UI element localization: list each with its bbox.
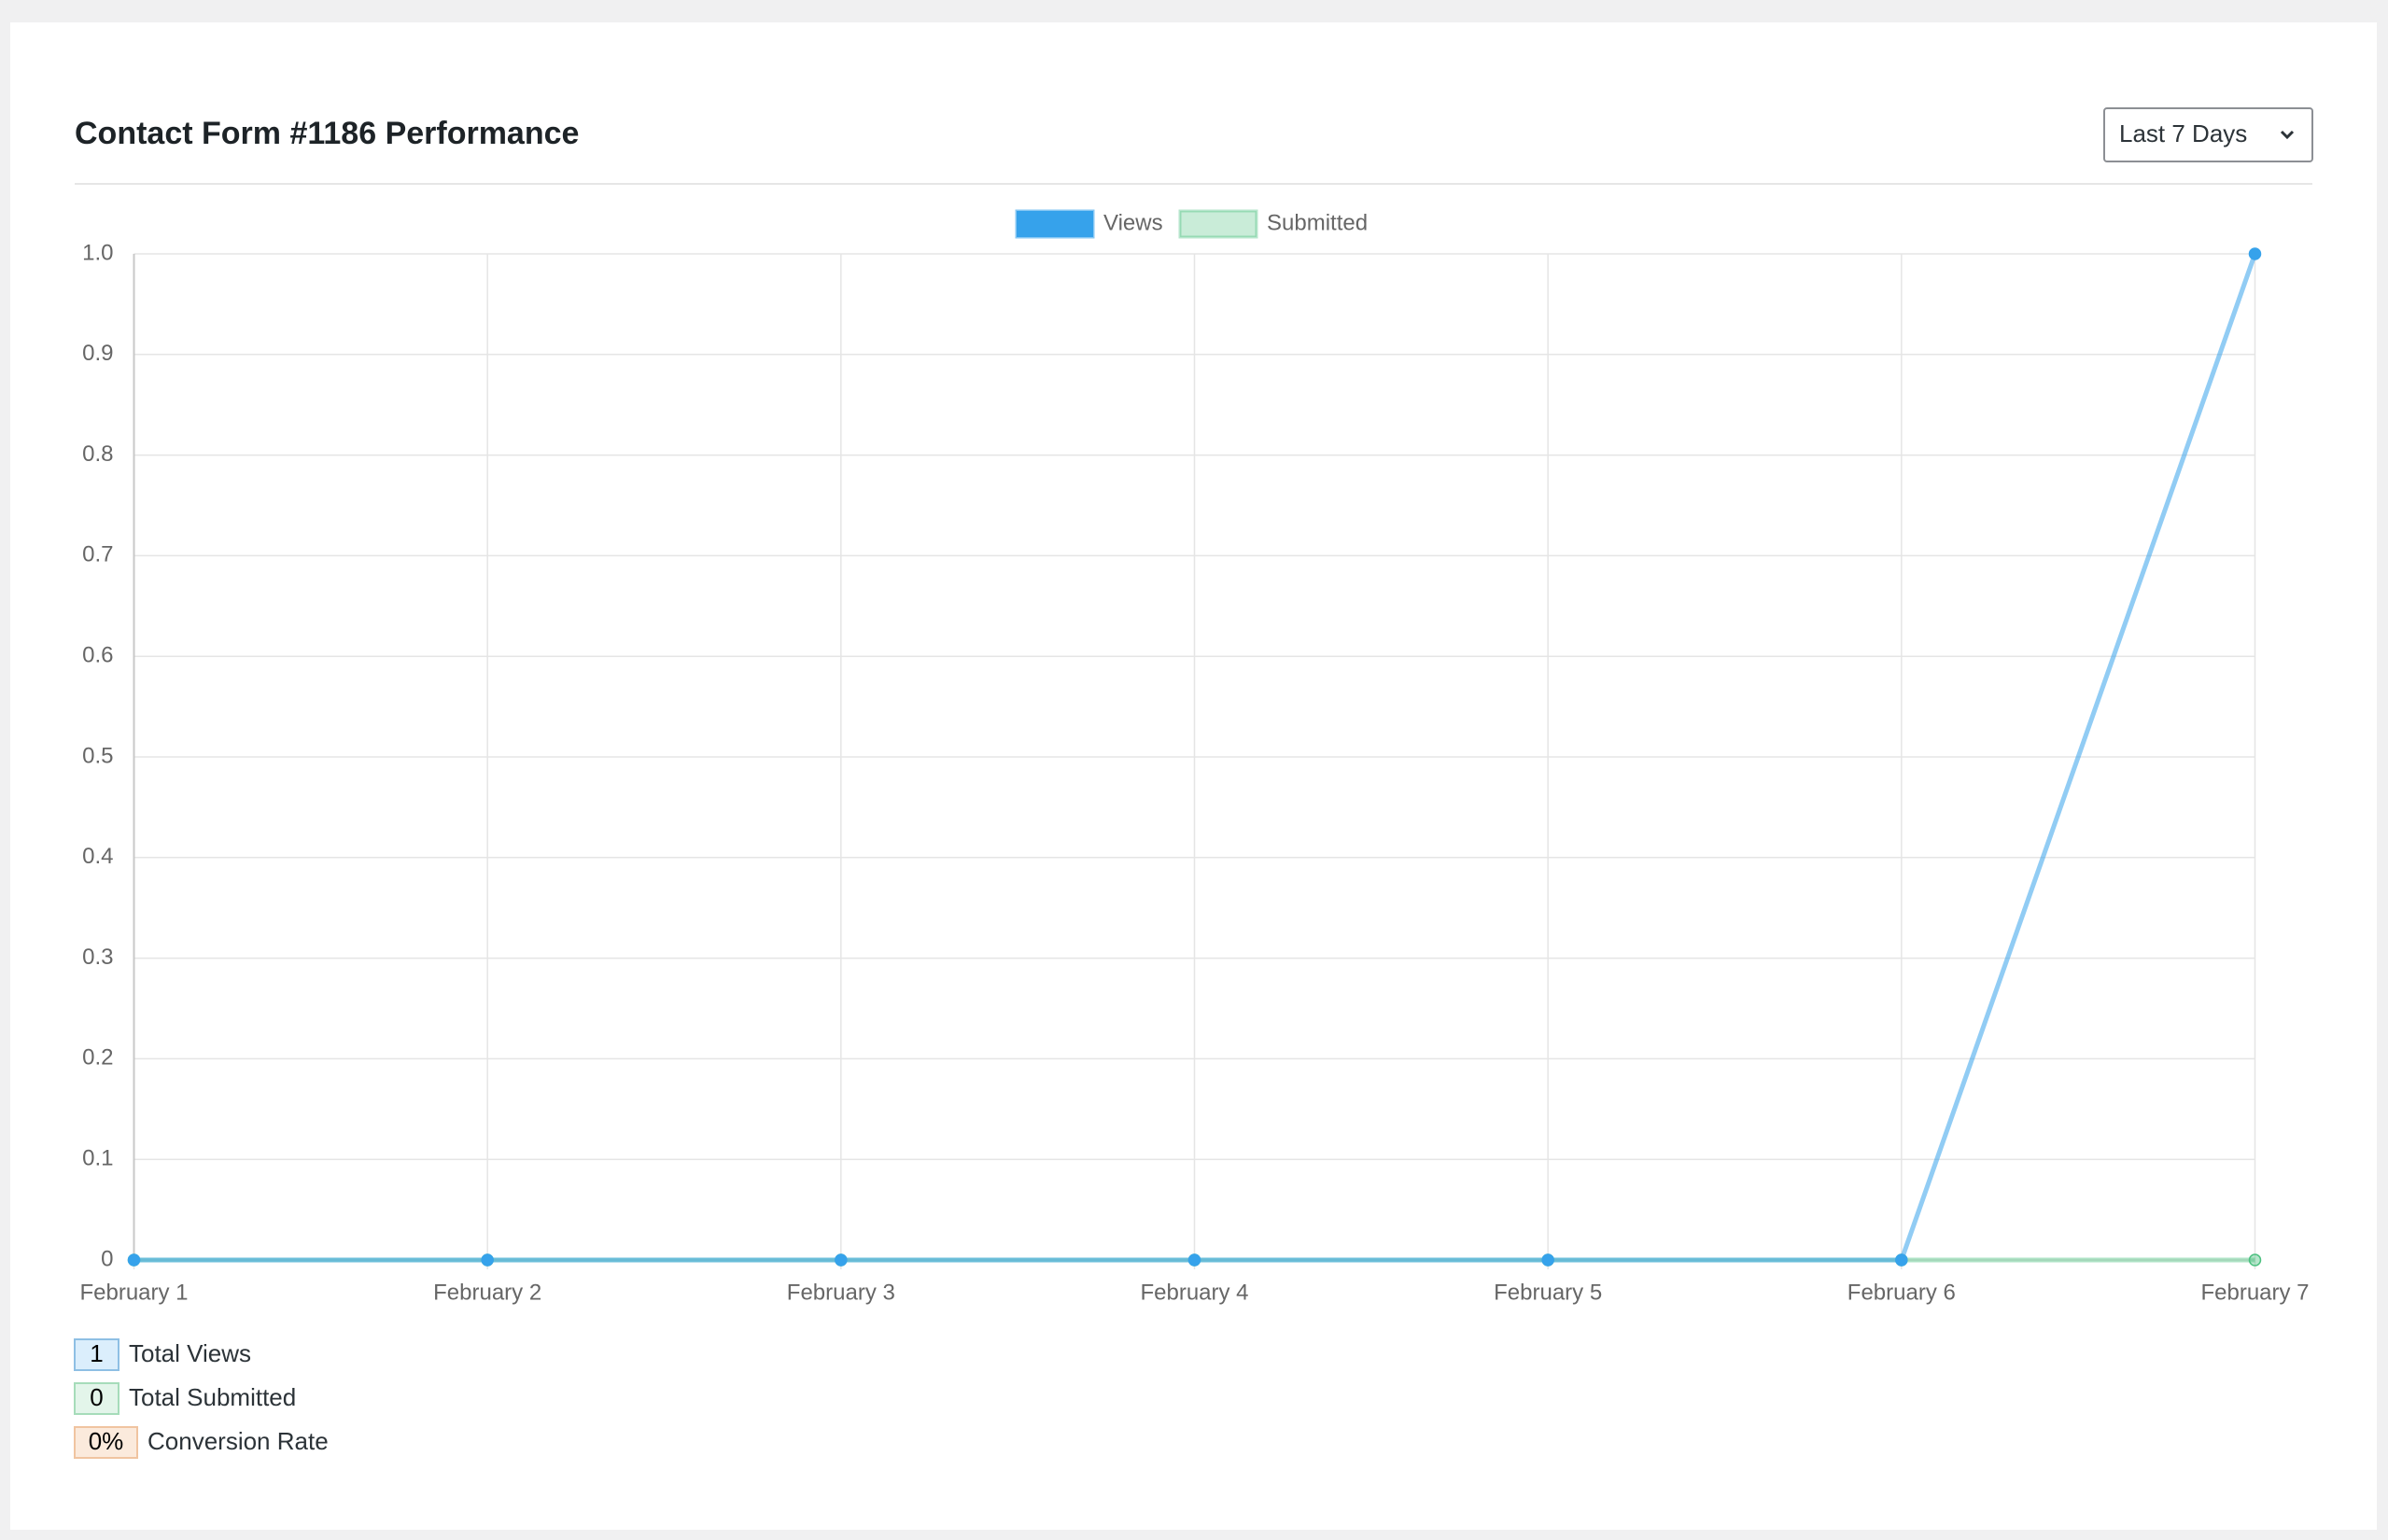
legend-label: Submitted: [1267, 210, 1368, 235]
summary-badge: [74, 1426, 138, 1459]
summary-label: Total Views: [129, 1339, 251, 1367]
data-point: [2248, 247, 2262, 260]
data-point: [481, 1253, 494, 1267]
x-tick-label: February 6: [1847, 1280, 1956, 1305]
y-tick-label: 0.5: [82, 743, 113, 768]
summary-label: Conversion Rate: [147, 1427, 329, 1455]
x-tick-label: February 4: [1140, 1280, 1248, 1305]
y-tick-label: 0.3: [82, 945, 113, 970]
legend-swatch: [1015, 209, 1095, 239]
summary: 1 Total Views 0 Total Submitted 0% Conve…: [74, 1338, 329, 1459]
x-tick-label: February 2: [433, 1280, 541, 1305]
data-point: [2248, 1253, 2262, 1267]
y-tick-label: 0.4: [82, 844, 113, 869]
data-point: [1187, 1253, 1201, 1267]
x-tick-label: February 5: [1494, 1280, 1602, 1305]
x-tick-label: February 1: [79, 1280, 188, 1305]
y-tick-label: 1.0: [82, 240, 113, 265]
y-tick-label: 0.8: [82, 441, 113, 467]
y-tick-label: 0.9: [82, 341, 113, 366]
summary-value: 0%: [89, 1427, 124, 1455]
panel: [10, 22, 2377, 1530]
y-tick-label: 0.1: [82, 1146, 113, 1171]
summary-value: 0: [90, 1383, 103, 1411]
y-tick-label: 0.2: [82, 1045, 113, 1071]
chart: 0 0.1 0.2 0.3 0.4 0.5 0.6 0.7 0.8 0.9 1.0 February …: [79, 209, 2310, 1305]
y-tick-label: 0.7: [82, 542, 113, 567]
summary-value: 1: [90, 1339, 103, 1367]
summary-badge: [74, 1338, 119, 1371]
data-point: [1541, 1253, 1554, 1267]
summary-badge: [74, 1382, 119, 1415]
chevron: [2280, 130, 2295, 140]
legend-label: Views: [1103, 210, 1163, 235]
data-point: [127, 1253, 141, 1267]
select-box[interactable]: [2103, 107, 2313, 162]
legend-swatch: [1178, 209, 1258, 239]
summary-label: Total Submitted: [129, 1383, 296, 1411]
data-point: [1895, 1253, 1908, 1267]
select-value[interactable]: Last 7 Days: [2119, 119, 2247, 147]
panel-title: Contact Form #1186 Performance: [75, 116, 579, 151]
y-tick-label: 0: [101, 1246, 113, 1271]
data-point: [835, 1253, 848, 1267]
y-tick-label: 0.6: [82, 643, 113, 668]
x-tick-label: February 3: [787, 1280, 895, 1305]
range-select[interactable]: Last 7 Days: [2103, 107, 2313, 162]
x-tick-label: February 7: [2200, 1280, 2309, 1305]
